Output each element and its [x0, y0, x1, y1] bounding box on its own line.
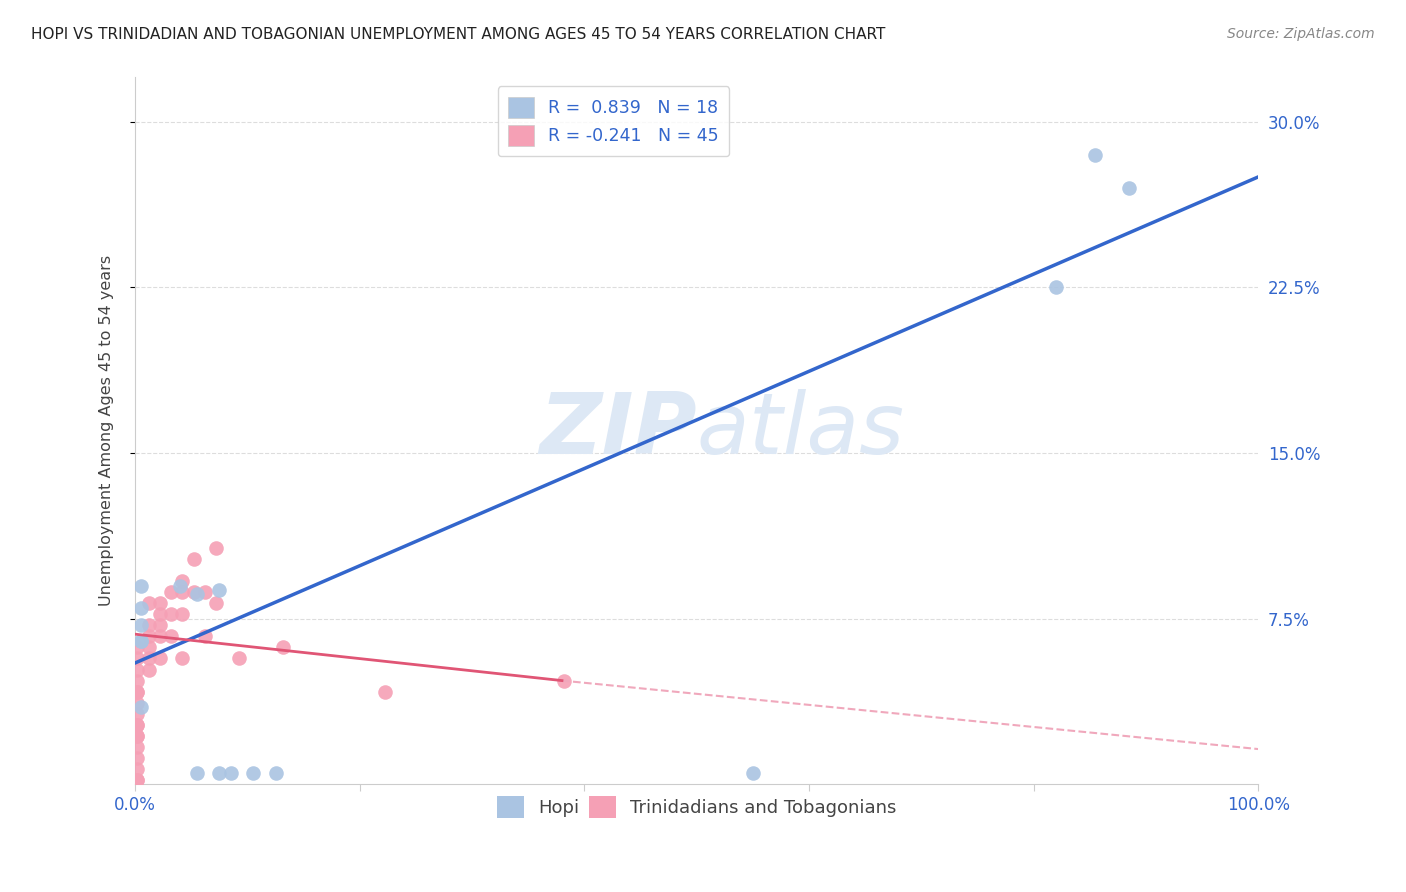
Point	[172, 585, 194, 599]
Point	[138, 663, 160, 677]
Point	[127, 696, 149, 710]
Point	[127, 729, 149, 743]
Point	[264, 766, 287, 780]
Point	[149, 618, 172, 632]
Point	[149, 651, 172, 665]
Point	[172, 651, 194, 665]
Point	[194, 629, 217, 643]
Point	[138, 596, 160, 610]
Point	[127, 739, 149, 754]
Point	[1045, 280, 1067, 294]
Text: HOPI VS TRINIDADIAN AND TOBAGONIAN UNEMPLOYMENT AMONG AGES 45 TO 54 YEARS CORREL: HOPI VS TRINIDADIAN AND TOBAGONIAN UNEMP…	[31, 27, 886, 42]
Point	[127, 684, 149, 698]
Point	[160, 629, 183, 643]
Point	[208, 766, 231, 780]
Point	[138, 640, 160, 655]
Point	[183, 585, 205, 599]
Point	[183, 552, 205, 566]
Point	[129, 700, 152, 714]
Point	[208, 582, 231, 597]
Point	[127, 718, 149, 732]
Point	[127, 640, 149, 655]
Legend: Hopi, Trinidadians and Tobagonians: Hopi, Trinidadians and Tobagonians	[489, 789, 904, 825]
Point	[242, 766, 264, 780]
Point	[127, 673, 149, 688]
Point	[172, 574, 194, 589]
Point	[149, 607, 172, 622]
Point	[127, 729, 149, 743]
Point	[219, 766, 242, 780]
Point	[129, 633, 152, 648]
Point	[194, 585, 217, 599]
Text: ZIP: ZIP	[538, 390, 697, 473]
Point	[127, 751, 149, 765]
Point	[138, 618, 160, 632]
Point	[205, 541, 228, 555]
Point	[138, 629, 160, 643]
Point	[127, 772, 149, 787]
Point	[149, 596, 172, 610]
Point	[129, 633, 152, 648]
Point	[127, 651, 149, 665]
Point	[127, 718, 149, 732]
Point	[205, 596, 228, 610]
Text: atlas: atlas	[697, 390, 905, 473]
Point	[273, 640, 295, 655]
Point	[129, 600, 152, 615]
Point	[553, 673, 575, 688]
Point	[127, 706, 149, 721]
Point	[127, 762, 149, 776]
Point	[742, 766, 765, 780]
Point	[160, 607, 183, 622]
Point	[129, 618, 152, 632]
Point	[373, 684, 395, 698]
Point	[1118, 181, 1140, 195]
Point	[138, 651, 160, 665]
Y-axis label: Unemployment Among Ages 45 to 54 years: Unemployment Among Ages 45 to 54 years	[100, 255, 114, 607]
Point	[172, 607, 194, 622]
Point	[127, 684, 149, 698]
Point	[149, 629, 172, 643]
Point	[186, 766, 208, 780]
Point	[228, 651, 250, 665]
Point	[169, 578, 191, 592]
Point	[160, 585, 183, 599]
Point	[186, 587, 208, 601]
Point	[129, 578, 152, 592]
Point	[127, 663, 149, 677]
Point	[127, 772, 149, 787]
Point	[1084, 148, 1107, 162]
Text: Source: ZipAtlas.com: Source: ZipAtlas.com	[1227, 27, 1375, 41]
